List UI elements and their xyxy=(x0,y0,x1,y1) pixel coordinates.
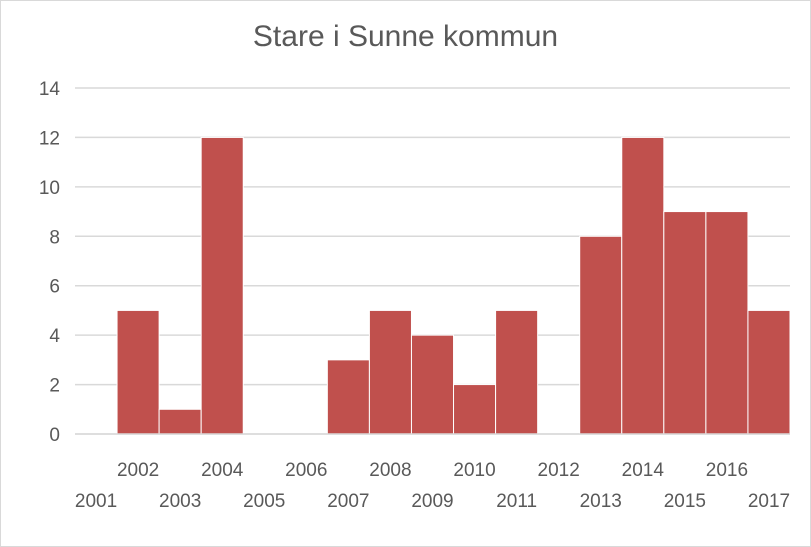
x-tick-label: 2017 xyxy=(748,491,790,512)
bar-2017 xyxy=(747,309,791,435)
x-tick-label: 2001 xyxy=(75,491,117,512)
y-tick-label: 10 xyxy=(39,178,60,199)
y-tick-label: 12 xyxy=(39,128,60,149)
x-tick-label: 2008 xyxy=(369,460,411,481)
bar-2016 xyxy=(705,211,749,435)
bar-2015 xyxy=(663,211,707,435)
x-tick-label: 2002 xyxy=(117,460,159,481)
bar-2007 xyxy=(326,359,370,435)
bar-2010 xyxy=(453,384,497,435)
x-tick-label: 2010 xyxy=(453,460,495,481)
x-tick-label: 2011 xyxy=(496,491,537,512)
x-tick-label: 2009 xyxy=(411,491,453,512)
bar-2008 xyxy=(368,309,412,435)
bar-2013 xyxy=(579,235,623,435)
y-tick-label: 8 xyxy=(49,227,60,248)
x-tick-label: 2003 xyxy=(159,491,201,512)
x-tick-label: 2012 xyxy=(538,460,580,481)
y-tick-label: 6 xyxy=(49,277,60,298)
bar-2011 xyxy=(495,309,539,435)
x-tick-label: 2016 xyxy=(706,460,748,481)
x-tick-label: 2015 xyxy=(664,491,706,512)
bar-2014 xyxy=(621,136,665,435)
chart-title: Stare i Sunne kommun xyxy=(252,20,559,53)
x-tick-label: 2005 xyxy=(243,491,285,512)
x-tick-label: 2013 xyxy=(580,491,622,512)
bar-2009 xyxy=(410,334,455,435)
bar-2004 xyxy=(200,136,244,435)
x-tick-label: 2007 xyxy=(327,491,369,512)
bar-2002 xyxy=(116,309,160,435)
y-tick-label: 14 xyxy=(39,79,61,100)
y-tick-label: 0 xyxy=(49,425,60,446)
y-tick-label: 4 xyxy=(49,326,60,347)
x-tick-label: 2006 xyxy=(285,460,327,481)
y-tick-label: 2 xyxy=(49,376,60,397)
x-tick-label: 2004 xyxy=(201,460,244,481)
bar-2003 xyxy=(158,408,202,435)
x-tick-label: 2014 xyxy=(622,460,665,481)
